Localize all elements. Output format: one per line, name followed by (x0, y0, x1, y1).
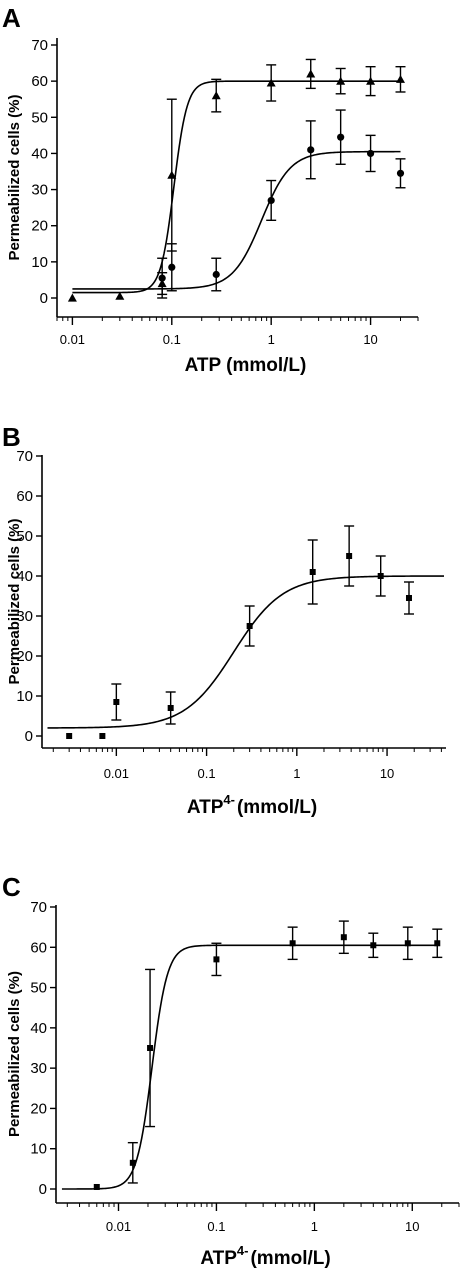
panel-label: A (2, 3, 21, 33)
y-tick-label: 0 (40, 290, 48, 307)
data-point (340, 934, 347, 941)
y-tick-label: 20 (30, 1100, 47, 1117)
data-point (147, 1045, 154, 1051)
y-tick-label: 20 (16, 648, 33, 665)
y-tick-label: 0 (39, 1181, 47, 1198)
y-tick-label: 0 (25, 728, 33, 745)
y-tick-label: 10 (16, 688, 33, 705)
y-tick-label: 70 (16, 448, 33, 465)
x-tick-label: 1 (268, 332, 275, 347)
chart-panel-b: B 0 10 20 30 40 50 60 70 0.01 0.1 1 10 Permeabilized … (2, 422, 446, 818)
x-tick-label: 0.1 (198, 766, 216, 781)
y-tick-label: 40 (31, 145, 48, 162)
data-point (213, 956, 220, 963)
y-tick-label: 50 (31, 109, 48, 126)
data-point (67, 293, 77, 302)
fit-curve (72, 80, 401, 294)
x-tick-label: 10 (363, 332, 377, 347)
x-tick-label: 0.1 (207, 1219, 225, 1234)
series-1 (61, 920, 443, 1190)
x-axis-title-main: ATP (200, 1248, 237, 1269)
data-point (211, 91, 221, 100)
data-point (370, 942, 377, 949)
data-point (158, 274, 166, 282)
x-axis-title-superscript: 4- (223, 792, 235, 807)
data-point (366, 149, 375, 158)
y-axis-title: Permeabilized cells (%) (6, 519, 23, 685)
y-tick-label: 60 (30, 939, 47, 956)
x-tick-label: 1 (293, 766, 300, 781)
data-point (93, 1183, 100, 1190)
data-point (289, 940, 296, 947)
y-axis-title: Permeabilized cells (%) (6, 95, 23, 261)
y-tick-label: 10 (31, 254, 48, 271)
series-1 (67, 58, 406, 302)
data-point (377, 573, 384, 579)
y-tick-label: 40 (30, 1020, 47, 1037)
x-tick-label: 1 (311, 1219, 318, 1234)
data-point (212, 270, 220, 279)
data-point (99, 733, 106, 739)
y-tick-label: 70 (30, 899, 47, 916)
y-tick-label: 40 (16, 568, 33, 585)
x-axis-title-main: ATP (187, 797, 224, 818)
data-point (346, 553, 353, 559)
x-tick-label: 10 (405, 1219, 419, 1234)
y-tick-label: 70 (31, 37, 48, 54)
x-axis-title-superscript: 4- (237, 1243, 249, 1258)
data-point (395, 74, 405, 83)
data-point (168, 263, 176, 271)
x-axis-title: ATP (mmol/L) (185, 355, 307, 376)
x-tick-label: 0.01 (60, 332, 85, 347)
data-point (434, 940, 441, 947)
data-point (66, 733, 73, 739)
x-tick-label: 0.01 (104, 766, 129, 781)
x-axis-title-unit: (mmol/L) (237, 797, 317, 818)
y-tick-label: 50 (16, 528, 33, 545)
y-tick-label: 60 (16, 488, 33, 505)
y-tick-label: 30 (16, 608, 33, 625)
x-axis-title-unit: (mmol/L) (250, 1248, 330, 1269)
x-axis-title: ATP4- (mmol/L) (200, 1243, 330, 1269)
data-point (115, 291, 125, 300)
y-tick-label: 30 (31, 182, 48, 199)
panel-label: B (2, 422, 21, 452)
data-point (366, 76, 376, 85)
series-1 (47, 525, 444, 739)
data-point (113, 699, 120, 705)
data-point (129, 1159, 136, 1166)
y-tick-label: 10 (30, 1141, 47, 1158)
data-point (396, 169, 405, 177)
data-point (167, 170, 177, 179)
data-point (167, 705, 174, 711)
data-point (266, 78, 276, 87)
y-tick-label: 20 (31, 218, 48, 235)
data-point (404, 940, 411, 947)
data-point (306, 69, 316, 78)
series-2 (72, 109, 406, 299)
chart-panel-a: A 0 10 20 30 40 50 60 70 0.01 0.1 1 10 Permeabilized … (2, 3, 419, 376)
fit-curve (72, 150, 401, 290)
data-point (309, 569, 316, 575)
panel-label: C (2, 872, 21, 902)
x-axis-title: ATP4- (mmol/L) (187, 792, 317, 818)
x-tick-label: 10 (380, 766, 394, 781)
x-axis-title-main: ATP (mmol/L) (185, 355, 307, 376)
data-point (307, 146, 315, 154)
x-tick-label: 0.1 (163, 332, 181, 347)
y-tick-label: 50 (30, 980, 47, 997)
y-tick-label: 60 (31, 73, 48, 90)
data-point (336, 76, 346, 85)
data-point (246, 623, 253, 629)
y-axis-title: Permeabilized cells (%) (6, 971, 23, 1137)
y-tick-label: 30 (30, 1060, 47, 1077)
x-tick-label: 0.01 (106, 1219, 131, 1234)
chart-panel-c: C 0 10 20 30 40 50 60 70 0.01 0.1 1 10 Permeabilized … (2, 872, 460, 1269)
data-point (337, 133, 345, 141)
data-point (267, 196, 275, 205)
data-point (405, 595, 412, 601)
